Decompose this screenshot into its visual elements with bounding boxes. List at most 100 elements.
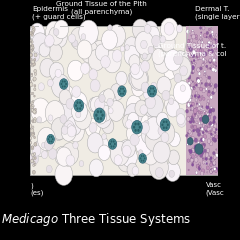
Circle shape: [191, 116, 193, 118]
Circle shape: [190, 41, 192, 43]
Circle shape: [199, 57, 201, 60]
Circle shape: [212, 137, 215, 141]
Circle shape: [199, 106, 202, 110]
Circle shape: [165, 126, 168, 129]
Circle shape: [207, 172, 208, 173]
Circle shape: [60, 79, 68, 89]
Circle shape: [208, 36, 211, 39]
Circle shape: [213, 165, 215, 167]
Circle shape: [192, 35, 194, 37]
Circle shape: [32, 44, 34, 47]
Circle shape: [209, 60, 212, 63]
Circle shape: [192, 63, 193, 64]
Text: Epidermis
(+ guard cells): Epidermis (+ guard cells): [32, 6, 85, 19]
Circle shape: [193, 108, 197, 113]
Circle shape: [71, 90, 84, 107]
Circle shape: [206, 61, 207, 63]
Circle shape: [60, 115, 67, 123]
Circle shape: [206, 162, 208, 165]
Circle shape: [202, 115, 209, 124]
Circle shape: [32, 170, 35, 174]
Circle shape: [66, 98, 74, 109]
Circle shape: [135, 31, 154, 55]
Circle shape: [196, 164, 199, 168]
Circle shape: [31, 64, 34, 67]
Circle shape: [208, 41, 211, 45]
Circle shape: [101, 56, 110, 68]
Circle shape: [202, 157, 204, 159]
Circle shape: [198, 41, 199, 43]
Circle shape: [72, 40, 78, 47]
Circle shape: [168, 98, 174, 105]
Circle shape: [204, 70, 206, 73]
Circle shape: [202, 161, 205, 164]
Circle shape: [187, 74, 189, 77]
Circle shape: [165, 120, 168, 123]
Circle shape: [81, 34, 86, 40]
Circle shape: [197, 68, 200, 72]
Circle shape: [212, 91, 215, 95]
Circle shape: [141, 155, 142, 157]
Circle shape: [187, 136, 189, 139]
Circle shape: [118, 86, 126, 96]
Circle shape: [212, 57, 213, 59]
Circle shape: [139, 23, 152, 40]
Circle shape: [210, 113, 211, 115]
Circle shape: [203, 52, 207, 56]
Circle shape: [205, 153, 209, 157]
Circle shape: [148, 46, 154, 54]
Circle shape: [180, 66, 187, 76]
Circle shape: [202, 58, 204, 61]
Circle shape: [192, 63, 195, 68]
Circle shape: [197, 132, 201, 136]
Circle shape: [48, 115, 53, 121]
Circle shape: [190, 102, 192, 106]
Circle shape: [192, 125, 193, 127]
Circle shape: [198, 151, 199, 153]
Circle shape: [134, 123, 137, 126]
Circle shape: [195, 48, 198, 51]
Circle shape: [190, 119, 191, 120]
Circle shape: [122, 93, 124, 95]
Circle shape: [34, 73, 36, 76]
Circle shape: [187, 69, 189, 71]
Circle shape: [199, 130, 200, 132]
Circle shape: [190, 150, 192, 152]
Circle shape: [161, 132, 169, 143]
Circle shape: [201, 82, 203, 84]
Circle shape: [200, 47, 201, 49]
Circle shape: [187, 74, 191, 79]
Circle shape: [164, 22, 174, 35]
Circle shape: [30, 42, 32, 45]
Circle shape: [54, 29, 59, 36]
Circle shape: [150, 93, 152, 95]
Circle shape: [30, 58, 32, 60]
Circle shape: [207, 83, 211, 87]
Circle shape: [130, 61, 144, 79]
Circle shape: [30, 23, 45, 42]
Circle shape: [206, 46, 208, 49]
Circle shape: [213, 61, 216, 65]
Circle shape: [214, 167, 216, 171]
Circle shape: [197, 45, 200, 50]
Circle shape: [188, 169, 189, 171]
Circle shape: [151, 82, 157, 90]
Circle shape: [190, 108, 192, 110]
Circle shape: [132, 167, 139, 175]
Circle shape: [186, 90, 188, 91]
Circle shape: [124, 46, 139, 65]
Circle shape: [73, 142, 78, 149]
Circle shape: [209, 41, 213, 45]
Circle shape: [210, 112, 212, 114]
Circle shape: [203, 97, 205, 100]
Circle shape: [64, 80, 66, 83]
Circle shape: [126, 123, 143, 144]
Circle shape: [132, 19, 148, 40]
Circle shape: [210, 163, 212, 165]
Circle shape: [193, 42, 196, 46]
Circle shape: [192, 102, 195, 106]
Circle shape: [89, 123, 97, 133]
Circle shape: [208, 90, 210, 93]
Circle shape: [190, 48, 191, 50]
Circle shape: [210, 169, 213, 173]
